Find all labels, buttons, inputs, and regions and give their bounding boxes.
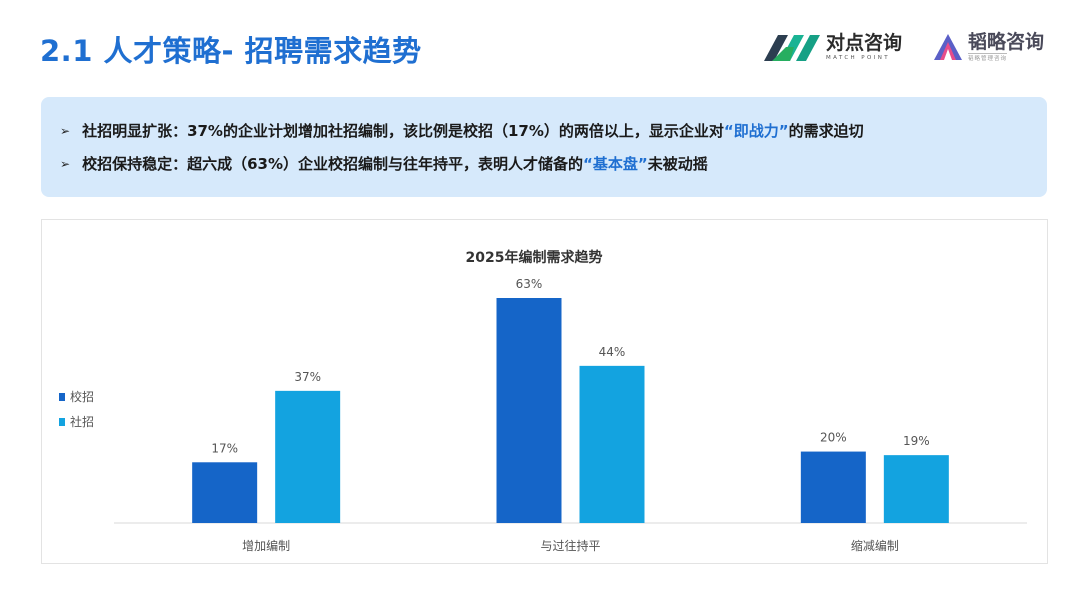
data-label: 20%	[820, 431, 847, 445]
bar	[496, 298, 562, 523]
x-tick-label: 与过往持平	[540, 538, 600, 553]
data-label: 19%	[903, 434, 930, 448]
match-point-logo-icon	[764, 35, 820, 61]
bar	[579, 365, 645, 523]
data-label: 63%	[516, 277, 543, 291]
data-label: 17%	[211, 441, 238, 455]
match-point-logo-name: 对点咨询	[826, 32, 903, 54]
arrow-bullet-icon: ➢	[60, 156, 71, 171]
legend-swatch	[59, 393, 65, 401]
summary-bullet: ➢ 校招保持稳定：超六成（63%）企业校招编制与往年持平，表明人才储备的 “基本盘…	[60, 153, 708, 174]
bar	[800, 451, 866, 523]
page-title: 2.1 人才策略- 招聘需求趋势	[40, 34, 422, 68]
summary-bullet-highlight: “即战力”	[723, 122, 789, 140]
summary-bullet-highlight: “基本盘”	[582, 155, 648, 173]
legend-label: 社招	[70, 414, 94, 429]
x-tick-label: 缩减编制	[851, 538, 899, 553]
taolue-logo-subtitle: 韬略管理咨询	[968, 53, 1008, 63]
chart-title: 2025年编制需求趋势	[466, 249, 603, 266]
summary-box: ➢ 社招明显扩张：37%的企业计划增加社招编制，该比例是校招（17%）的两倍以上…	[41, 97, 1047, 197]
legend-swatch	[59, 418, 65, 426]
legend-label: 校招	[70, 389, 94, 404]
summary-bullet-text-end: 的需求迫切	[788, 122, 864, 140]
bar	[192, 462, 258, 523]
summary-bullet-text-end: 未被动摇	[647, 155, 708, 173]
data-label: 37%	[294, 370, 321, 384]
summary-bullet-text: 社招明显扩张：37%的企业计划增加社招编制，该比例是校招（17%）的两倍以上，显…	[82, 122, 724, 140]
bar	[883, 455, 949, 523]
match-point-logo: 对点咨询 MATCH POINT	[764, 31, 902, 63]
arrow-bullet-icon: ➢	[60, 123, 71, 138]
x-tick-label: 增加编制	[242, 538, 290, 553]
bar-chart: 2025年编制需求趋势 17% 37% 增加编制 63% 44% 与过往持平 20% 19% 缩减…	[59, 249, 1027, 553]
summary-bullet: ➢ 社招明显扩张：37%的企业计划增加社招编制，该比例是校招（17%）的两倍以上…	[60, 120, 864, 141]
taolue-logo-name: 韬略咨询	[968, 31, 1045, 53]
match-point-logo-subtitle: MATCH POINT	[826, 55, 890, 61]
taolue-logo-icon	[934, 34, 962, 60]
bar	[275, 390, 341, 523]
taolue-logo: 韬略咨询 韬略管理咨询	[932, 31, 1044, 63]
chart-panel: 2025年编制需求趋势 17% 37% 增加编制 63% 44% 与过往持平 20% 19% 缩减…	[41, 219, 1048, 564]
data-label: 44%	[599, 345, 626, 359]
summary-bullet-text: 校招保持稳定：超六成（63%）企业校招编制与往年持平，表明人才储备的	[82, 155, 583, 173]
